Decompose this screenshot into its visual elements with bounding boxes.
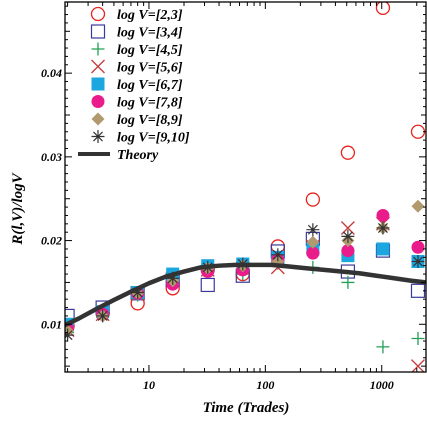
y-tick-label: 0.03 xyxy=(41,150,62,164)
legend-label: log V=[6,7] xyxy=(117,78,183,93)
legend-item-6: log V=[7,8] xyxy=(91,95,183,111)
marker-shape xyxy=(411,199,425,213)
data-point xyxy=(306,223,320,237)
data-point xyxy=(411,359,425,372)
data-point xyxy=(96,309,110,323)
legend-label: log V=[5,6] xyxy=(117,61,183,76)
legend-item-2: log V=[3,4] xyxy=(90,24,183,41)
marker-shape xyxy=(91,59,105,74)
legend-marker xyxy=(90,24,106,39)
x-axis-title: Time (Trades) xyxy=(203,400,290,416)
legend-item-5: log V=[6,7] xyxy=(91,77,183,93)
plot-area xyxy=(65,2,426,372)
marker-shape xyxy=(376,242,390,256)
y-tick-label: 0.01 xyxy=(41,317,62,331)
data-point xyxy=(306,246,320,260)
legend-item-1: log V=[2,3] xyxy=(90,6,183,23)
legend-marker xyxy=(91,42,105,56)
data-point xyxy=(376,242,390,256)
legend-item-4: log V=[5,6] xyxy=(91,59,183,76)
marker-shape xyxy=(90,24,106,39)
plot-frame xyxy=(64,1,427,373)
legend-label: Theory xyxy=(117,148,159,163)
y-tick-label: 0.04 xyxy=(41,66,62,80)
marker-shape xyxy=(166,271,180,285)
legend-label: log V=[7,8] xyxy=(117,96,183,111)
marker-shape xyxy=(411,359,425,372)
legend-marker xyxy=(91,130,105,143)
marker-shape xyxy=(306,223,320,237)
data-point xyxy=(305,192,321,207)
data-point xyxy=(306,235,320,249)
marker-shape xyxy=(271,248,285,262)
data-point xyxy=(376,208,390,222)
marker-shape xyxy=(91,95,105,108)
marker-shape xyxy=(340,145,356,160)
data-point xyxy=(341,275,355,289)
marker-shape xyxy=(341,275,355,289)
data-point xyxy=(411,255,425,269)
marker-shape xyxy=(411,332,425,346)
legend-marker xyxy=(90,6,106,22)
data-point xyxy=(341,229,355,243)
marker-shape xyxy=(91,130,105,143)
x-tick-label: 10 xyxy=(143,378,155,392)
data-point xyxy=(376,221,390,235)
legend-item-3: log V=[4,5] xyxy=(91,42,183,58)
marker-shape xyxy=(90,6,106,22)
marker-shape xyxy=(376,340,390,354)
legend-marker xyxy=(91,77,105,91)
legend-label: log V=[2,3] xyxy=(117,8,183,23)
x-tick-label: 1000 xyxy=(370,378,394,392)
legend-label: log V=[9,10] xyxy=(117,131,190,146)
marker-shape xyxy=(91,42,105,56)
legend-item-8: log V=[9,10] xyxy=(91,130,190,146)
legend-item-theory: Theory xyxy=(78,148,159,163)
data-point xyxy=(411,199,425,213)
marker-shape xyxy=(200,277,215,293)
data-point xyxy=(166,271,180,285)
marker-shape xyxy=(91,77,105,91)
data-point xyxy=(340,145,356,160)
data-point xyxy=(411,240,425,254)
marker-shape xyxy=(341,229,355,243)
data-point xyxy=(375,2,391,16)
marker-shape xyxy=(341,244,355,258)
legend-label: log V=[3,4] xyxy=(117,26,183,41)
marker-shape xyxy=(91,112,105,126)
data-point xyxy=(411,332,425,346)
marker-shape xyxy=(411,240,425,254)
y-axis-title: R(l,V)/logV xyxy=(10,171,26,245)
axes: 10 100 1000 0.01 0.02 0.03 0.04 xyxy=(41,1,427,392)
legend-marker xyxy=(91,95,105,108)
marker-shape xyxy=(411,255,425,269)
marker-shape xyxy=(131,285,145,299)
legend-marker xyxy=(91,59,105,74)
theory-curve xyxy=(65,262,426,328)
legend-marker xyxy=(91,112,105,126)
data-point xyxy=(200,277,215,293)
marker-shape xyxy=(376,221,390,235)
data-point xyxy=(341,244,355,258)
x-tick-label: 100 xyxy=(256,378,274,392)
data-point xyxy=(65,328,75,342)
legend-item-7: log V=[8,9] xyxy=(91,112,183,128)
marker-shape xyxy=(305,192,321,207)
data-point xyxy=(271,248,285,262)
data-point xyxy=(131,285,145,299)
marker-shape xyxy=(306,235,320,249)
y-tick-label: 0.02 xyxy=(41,234,62,248)
marker-shape xyxy=(376,208,390,222)
marker-shape xyxy=(306,246,320,260)
legend-label: log V=[8,9] xyxy=(117,113,183,128)
marker-shape xyxy=(96,309,110,323)
legend: log V=[2,3] log V=[3,4] log V=[4,5] log V=[… xyxy=(78,6,190,163)
legend-label: log V=[4,5] xyxy=(117,43,183,58)
marker-shape xyxy=(65,328,75,342)
marker-shape xyxy=(375,2,391,16)
data-point xyxy=(376,340,390,354)
